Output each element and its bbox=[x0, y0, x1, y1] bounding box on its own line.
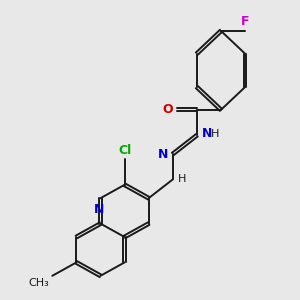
Text: CH₃: CH₃ bbox=[29, 278, 50, 289]
Text: O: O bbox=[162, 103, 173, 116]
Text: N: N bbox=[202, 128, 212, 140]
Text: Cl: Cl bbox=[118, 144, 131, 157]
Text: F: F bbox=[241, 15, 249, 28]
Text: H: H bbox=[211, 129, 219, 139]
Text: N: N bbox=[94, 203, 104, 216]
Text: H: H bbox=[178, 174, 186, 184]
Text: N: N bbox=[158, 148, 168, 160]
